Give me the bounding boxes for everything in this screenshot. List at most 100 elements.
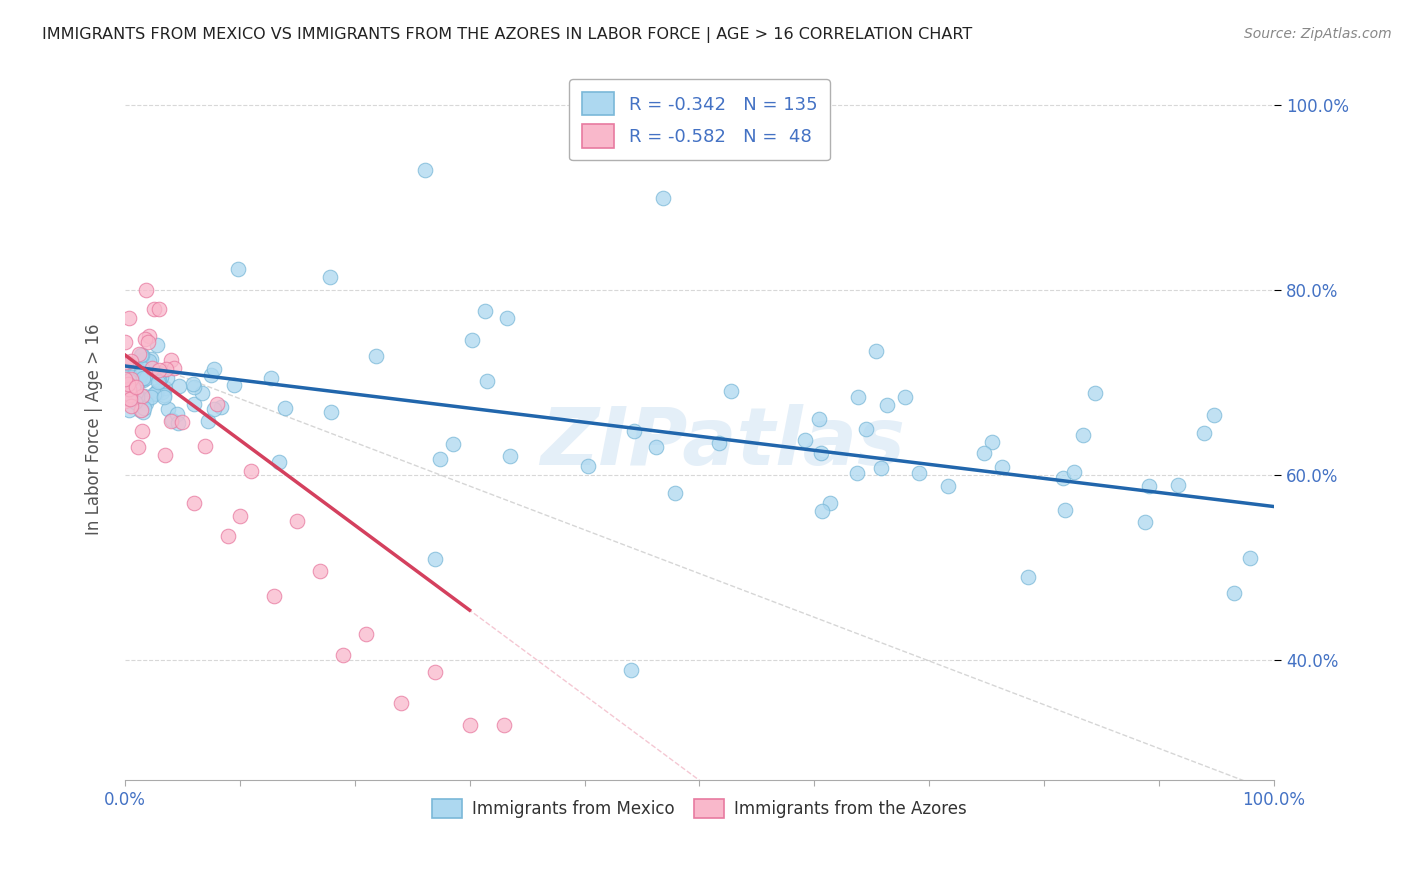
Point <box>309 564 332 578</box>
Point <box>127 396 149 410</box>
Point <box>1071 428 1094 442</box>
Text: Source: ZipAtlas.com: Source: ZipAtlas.com <box>1244 27 1392 41</box>
Point <box>115 385 138 400</box>
Point <box>121 370 143 384</box>
Point <box>128 347 150 361</box>
Point <box>145 338 167 352</box>
Point <box>226 262 249 277</box>
Point <box>664 486 686 500</box>
Point <box>149 366 172 380</box>
Point <box>121 376 143 391</box>
Point <box>141 360 163 375</box>
Point <box>474 304 496 318</box>
Point <box>136 368 159 382</box>
Point <box>209 400 232 414</box>
Point <box>1084 386 1107 401</box>
Point <box>124 387 146 401</box>
Point <box>160 413 183 427</box>
Point <box>205 397 228 411</box>
Point <box>869 460 891 475</box>
Point <box>163 361 186 376</box>
Point <box>1202 409 1225 423</box>
Point <box>114 354 136 368</box>
Point <box>475 374 498 388</box>
Point <box>114 372 136 386</box>
Point <box>129 368 152 383</box>
Point <box>980 435 1002 450</box>
Point <box>121 384 143 398</box>
Point <box>461 333 484 347</box>
Point <box>319 270 342 285</box>
Point <box>131 360 153 375</box>
Point <box>114 393 136 408</box>
Point <box>135 392 157 407</box>
Point <box>166 407 188 421</box>
Point <box>141 351 163 366</box>
Point <box>645 440 668 454</box>
Point <box>190 385 212 400</box>
Point <box>620 663 643 677</box>
Point <box>117 382 139 396</box>
Point <box>652 191 675 205</box>
Point <box>150 369 173 384</box>
Point <box>115 364 138 378</box>
Point <box>229 509 252 524</box>
Point <box>157 402 180 417</box>
Point <box>172 415 194 429</box>
Point <box>135 396 157 410</box>
Point <box>202 362 225 376</box>
Point <box>263 589 285 603</box>
Point <box>134 352 156 367</box>
Point <box>846 466 869 480</box>
Point <box>810 503 832 517</box>
Point <box>855 422 877 436</box>
Point <box>131 391 153 405</box>
Point <box>142 387 165 401</box>
Point <box>120 372 142 386</box>
Point <box>846 390 869 404</box>
Point <box>194 439 217 453</box>
Point <box>159 414 181 428</box>
Point <box>894 390 917 404</box>
Point <box>1192 425 1215 440</box>
Point <box>148 374 170 388</box>
Point <box>240 464 263 478</box>
Point <box>429 451 451 466</box>
Point <box>423 665 446 680</box>
Point <box>125 380 148 394</box>
Point <box>707 436 730 450</box>
Point <box>321 404 343 418</box>
Point <box>132 405 155 419</box>
Point <box>131 389 153 403</box>
Point <box>1053 503 1076 517</box>
Point <box>128 368 150 383</box>
Point <box>129 348 152 362</box>
Point <box>364 349 387 363</box>
Point <box>183 397 205 411</box>
Point <box>150 385 173 400</box>
Point <box>389 696 412 710</box>
Point <box>1137 479 1160 493</box>
Point <box>1017 570 1039 584</box>
Point <box>131 371 153 385</box>
Point <box>136 334 159 349</box>
Point <box>181 376 204 391</box>
Text: IMMIGRANTS FROM MEXICO VS IMMIGRANTS FROM THE AZORES IN LABOR FORCE | AGE > 16 C: IMMIGRANTS FROM MEXICO VS IMMIGRANTS FRO… <box>42 27 973 43</box>
Point <box>120 392 142 406</box>
Point <box>623 425 645 439</box>
Point <box>720 384 742 399</box>
Legend: Immigrants from Mexico, Immigrants from the Azores: Immigrants from Mexico, Immigrants from … <box>425 792 974 825</box>
Point <box>135 371 157 385</box>
Point <box>354 626 377 640</box>
Point <box>115 384 138 399</box>
Point <box>115 392 138 406</box>
Point <box>129 403 152 417</box>
Point <box>224 378 246 392</box>
Point <box>129 403 152 417</box>
Point <box>217 528 239 542</box>
Point <box>1052 471 1074 485</box>
Point <box>122 374 145 388</box>
Point <box>166 417 188 431</box>
Point <box>114 377 136 392</box>
Point <box>132 401 155 415</box>
